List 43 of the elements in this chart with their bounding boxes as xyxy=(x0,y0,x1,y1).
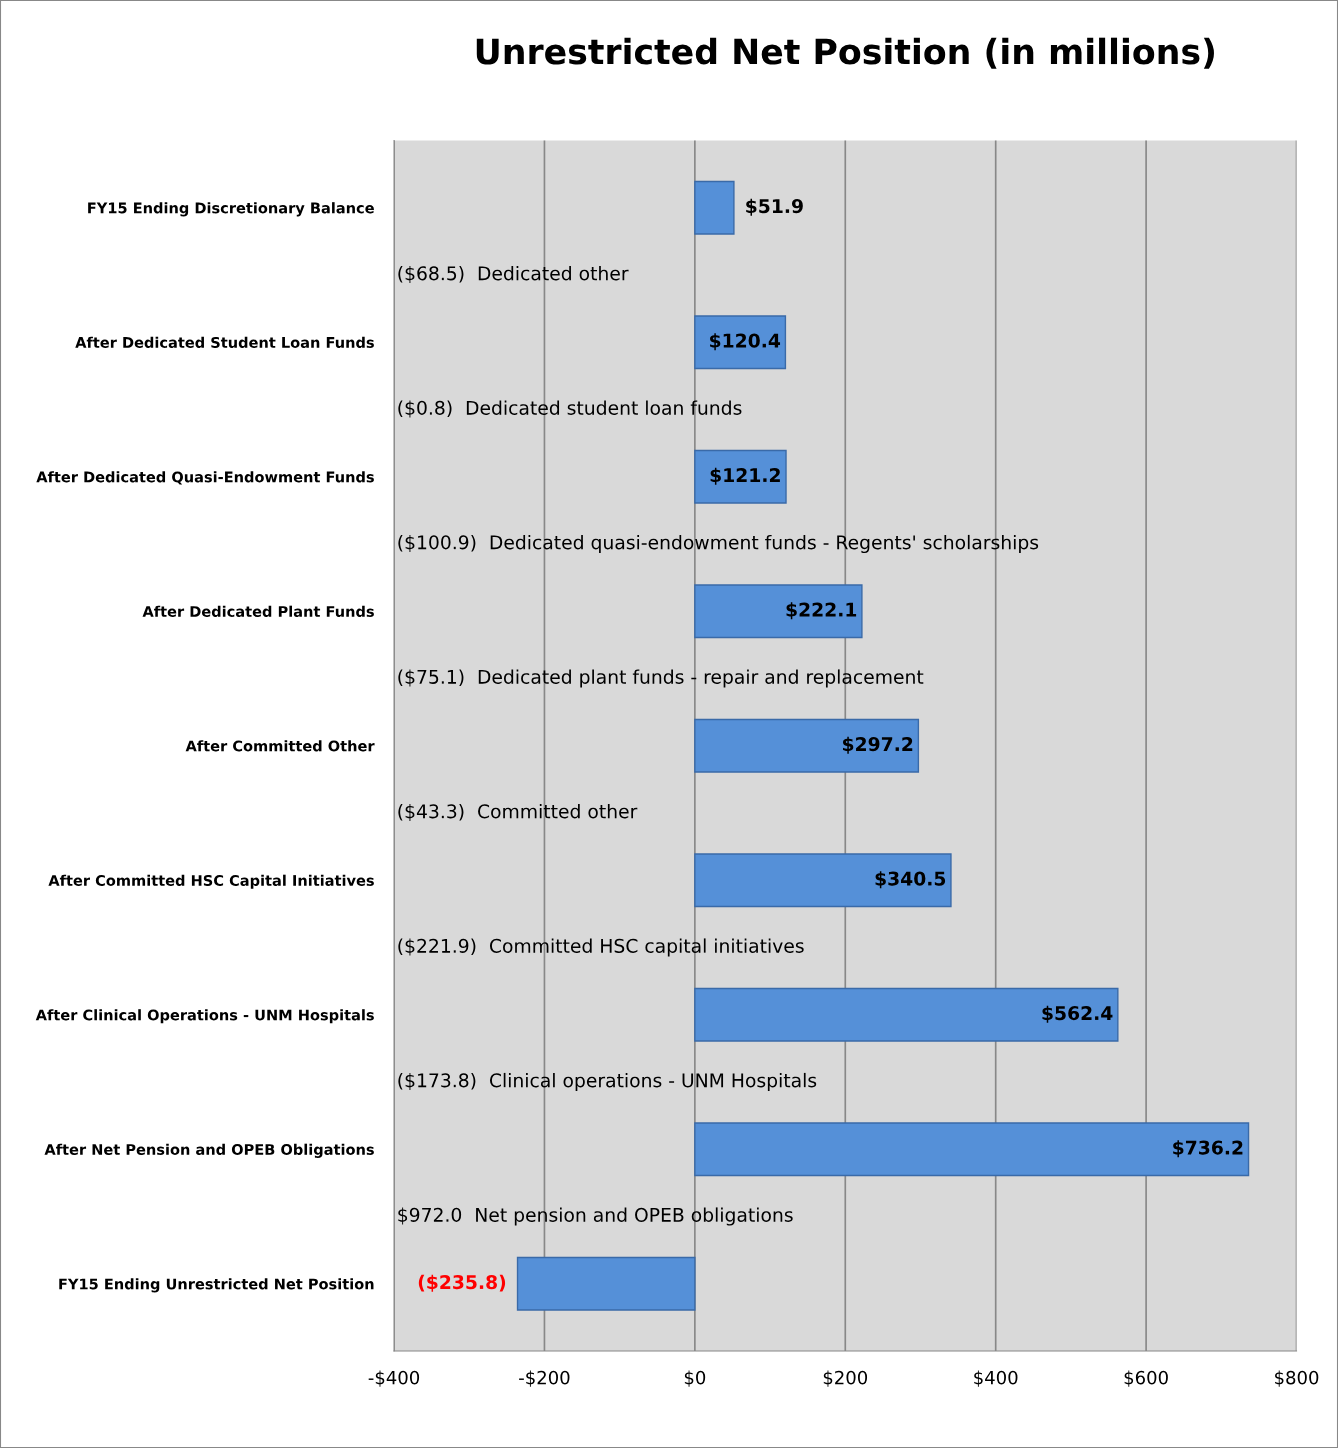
annotation: ($43.3) Committed other xyxy=(398,803,638,821)
data-label: $297.2 xyxy=(842,736,913,754)
x-tick-label: $200 xyxy=(823,1370,868,1387)
bar xyxy=(694,853,952,908)
bar xyxy=(694,987,1119,1042)
y-tick-label: After Committed Other xyxy=(185,740,375,752)
data-label: $222.1 xyxy=(786,602,857,620)
y-tick-label: After Dedicated Quasi-Endowment Funds xyxy=(36,471,374,485)
x-tick-label: $800 xyxy=(1275,1370,1319,1387)
data-label: $51.9 xyxy=(746,198,803,216)
data-label: $120.4 xyxy=(710,333,781,351)
y-tick-label: FY15 Ending Unrestricted Net Position xyxy=(59,1278,374,1293)
bar xyxy=(694,584,863,639)
chart-title: Unrestricted Net Position (in millions) xyxy=(476,37,1214,69)
data-label: $121.2 xyxy=(710,467,780,485)
annotation: ($173.8) Clinical operations - UNM Hospitals xyxy=(398,1072,817,1092)
y-tick-label: After Net Pension and OPEB Obligations xyxy=(44,1143,374,1158)
annotation: ($221.9) Committed HSC capital initiatives xyxy=(398,938,804,957)
annotation: ($0.8) Dedicated student loan funds xyxy=(398,400,742,418)
y-tick-label: After Committed HSC Capital Initiatives xyxy=(48,874,374,889)
x-tick-label: $400 xyxy=(974,1370,1018,1387)
x-tick-label: -$200 xyxy=(519,1370,570,1387)
bar xyxy=(516,1256,696,1311)
x-tick-label: -$400 xyxy=(368,1370,420,1387)
annotation: ($68.5) Dedicated other xyxy=(398,265,629,283)
annotation: $972.0 Net pension and OPEB obligations xyxy=(398,1207,793,1226)
x-tick-label: $600 xyxy=(1124,1370,1168,1387)
annotation: ($75.1) Dedicated plant funds - repair and replacement xyxy=(398,669,924,688)
data-label: $736.2 xyxy=(1173,1140,1243,1158)
annotation: ($100.9) Dedicated quasi-endowment funds - Regents' scholarships xyxy=(398,534,1039,554)
x-tick-label: $0 xyxy=(684,1370,706,1387)
bar xyxy=(694,449,787,504)
bar xyxy=(694,180,735,235)
y-tick-label: After Dedicated Plant Funds xyxy=(142,605,374,617)
bar xyxy=(694,315,787,370)
bar xyxy=(694,1122,1250,1177)
y-tick-label: After Dedicated Student Loan Funds xyxy=(75,336,374,348)
data-label: $340.5 xyxy=(875,871,946,889)
data-label: $562.4 xyxy=(1042,1005,1113,1023)
data-label: ($235.8) xyxy=(418,1274,506,1292)
y-tick-label: FY15 Ending Discretionary Balance xyxy=(88,202,374,217)
y-tick-label: After Clinical Operations - UNM Hospitals xyxy=(35,1009,374,1024)
bar xyxy=(694,718,920,773)
